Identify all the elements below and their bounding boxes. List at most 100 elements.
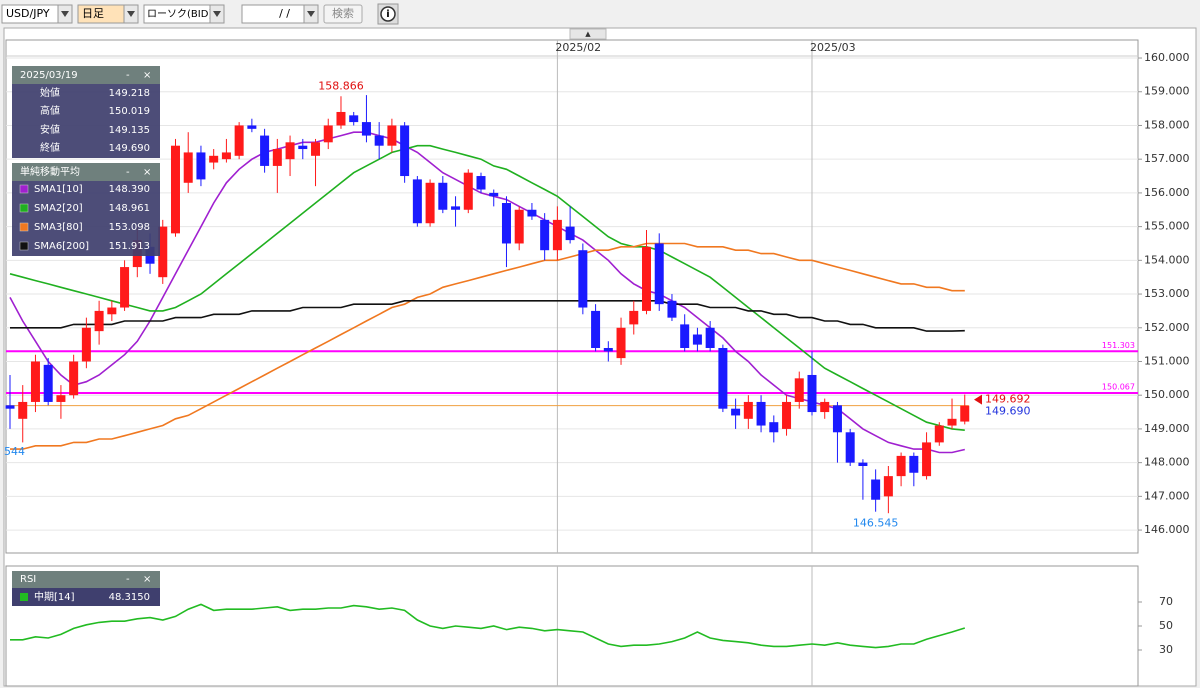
close[interactable]: ×	[143, 574, 151, 585]
candle-body	[107, 307, 117, 315]
close[interactable]: ×	[143, 167, 151, 178]
candle-body	[463, 172, 473, 210]
date-value: / /	[279, 7, 290, 20]
minimize[interactable]: -	[126, 70, 130, 81]
candle-body	[947, 418, 957, 426]
y-tick-label: 154.000	[1144, 253, 1190, 266]
y-tick-label: 146.000	[1144, 523, 1190, 536]
y-tick-label: 157.000	[1144, 152, 1190, 165]
candle-body	[183, 152, 193, 183]
candle-body	[565, 226, 575, 241]
candle-body	[425, 182, 435, 224]
sma-line	[9, 131, 965, 454]
sma-title: 単純移動平均	[20, 165, 80, 178]
info-glyph: i	[386, 9, 389, 20]
candle-body	[196, 152, 206, 180]
clipped-label: 544	[4, 445, 25, 458]
chart-type: ローソク(BID)	[147, 8, 212, 20]
candle-body	[667, 300, 677, 318]
candle-body	[591, 310, 601, 348]
candle-body	[692, 334, 702, 345]
sma-legend: SMA1[10] 148.390 SMA2[20] 148.961 SMA3[80] 15…	[19, 184, 150, 252]
candle-body	[756, 401, 766, 426]
candle-body	[120, 267, 130, 308]
y-tick-label: 153.000	[1144, 287, 1190, 300]
legend-name: SMA6[200]	[34, 241, 89, 252]
y-tick-label: 159.000	[1144, 85, 1190, 98]
candle-body	[400, 125, 410, 177]
candle-body	[820, 401, 830, 413]
panel-date: 2025/03/19	[20, 70, 78, 81]
candle-body	[81, 327, 91, 362]
y-tick-label: 151.000	[1144, 354, 1190, 367]
search-button[interactable]	[323, 4, 363, 24]
candle-body	[374, 135, 384, 146]
candle-body	[298, 145, 308, 150]
sma-line	[9, 144, 965, 431]
info-icon	[380, 6, 396, 22]
plot-layer: 146.000 147.000 148.000 149.000 150.000 151.0…	[4, 40, 1190, 686]
close[interactable]: ×	[143, 70, 151, 81]
y-tick-label: 160.000	[1144, 51, 1190, 64]
legend-value: 151.913	[109, 241, 150, 252]
candle-body	[5, 405, 15, 409]
candle-body	[642, 246, 651, 311]
candle-body	[30, 361, 40, 402]
candle-body	[323, 125, 333, 143]
legend-value: 48.3150	[109, 592, 150, 603]
candle-body	[158, 226, 168, 278]
panel-body	[12, 84, 160, 158]
sma-line	[10, 300, 965, 332]
legend-swatch	[19, 241, 29, 251]
y-tick-label: 50	[1159, 619, 1173, 632]
candle-body	[438, 182, 448, 210]
minimize[interactable]: -	[126, 574, 130, 585]
y-tick-label: 150.000	[1144, 388, 1190, 401]
ohlc-label: 高値	[40, 104, 60, 117]
candle-body	[272, 149, 282, 166]
candle-body	[349, 115, 359, 123]
y-tick-label: 148.000	[1144, 456, 1190, 469]
timeframe: 日足	[82, 7, 104, 20]
candle-body	[922, 442, 932, 477]
y-tick-label: 30	[1159, 643, 1173, 656]
symbol: USD/JPY	[6, 7, 50, 20]
candle-body	[94, 310, 104, 332]
y-tick-label: 155.000	[1144, 220, 1190, 233]
candle-body	[260, 135, 270, 166]
price-plot	[5, 39, 1139, 554]
y-tick-label: 158.000	[1144, 118, 1190, 131]
candle-body	[858, 462, 868, 467]
candle-body	[731, 408, 741, 416]
y-tick-label: 70	[1159, 595, 1173, 608]
candle-body	[69, 361, 79, 396]
hline-label: 151.303	[1102, 341, 1135, 350]
candle-body	[769, 422, 779, 433]
chart-frame	[3, 27, 1197, 687]
date-field[interactable]	[241, 4, 305, 24]
candle-body	[705, 327, 715, 348]
legend-swatch	[20, 593, 28, 601]
minimize[interactable]: -	[126, 167, 130, 178]
candle-body	[552, 219, 562, 251]
candle-body	[56, 395, 66, 402]
candle-body	[387, 125, 397, 146]
candle-body	[616, 327, 626, 359]
collapse-button[interactable]	[569, 28, 607, 40]
candle-body	[832, 405, 842, 433]
candle-body	[451, 206, 461, 210]
legend-swatch	[19, 222, 29, 232]
candle-body	[311, 142, 321, 156]
rsi-panel: RSI - × 中期[14] 48.3150	[12, 571, 160, 606]
candle-body	[896, 455, 906, 477]
toolbar: USD/JPY 日足 ローソク(BID) / / 検索 i	[1, 3, 399, 25]
legend-swatch	[19, 184, 29, 194]
high-label: 158.866	[318, 79, 364, 92]
candle-body	[285, 142, 295, 160]
price-marker: 149.690	[985, 405, 1031, 418]
panel-header	[12, 163, 160, 181]
candle-body	[960, 405, 970, 422]
candle-body	[883, 476, 893, 497]
candle-body	[654, 243, 664, 305]
